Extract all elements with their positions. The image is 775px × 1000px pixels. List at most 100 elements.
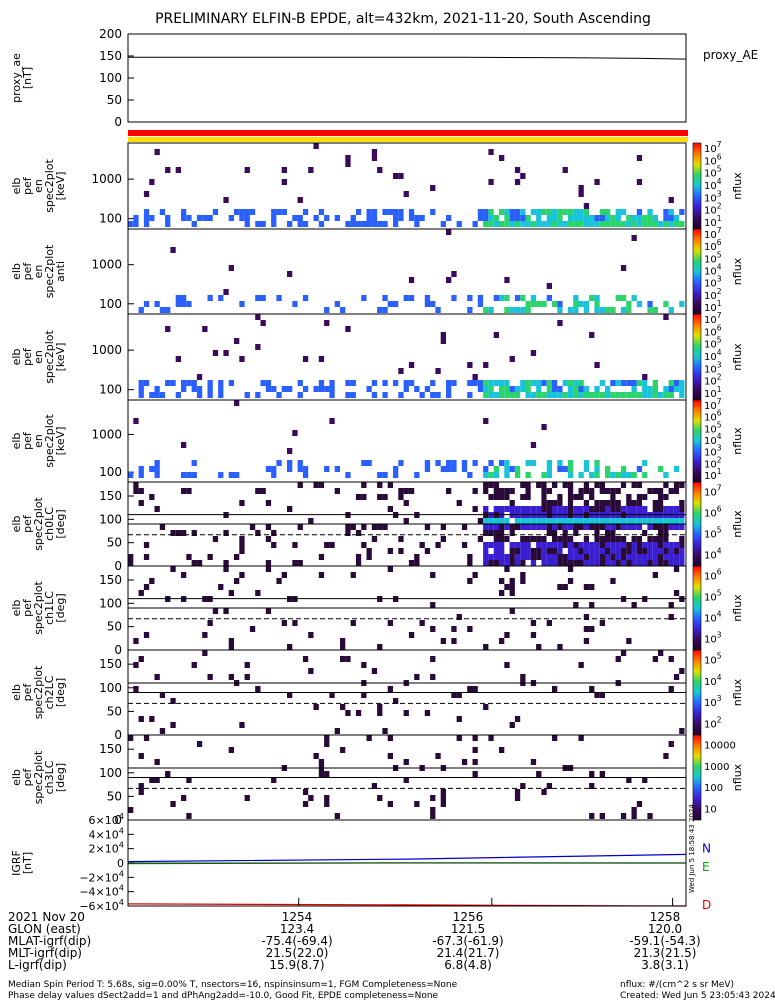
heatmap-cell	[186, 488, 192, 494]
heatmap-cell	[620, 221, 627, 227]
heatmap-cell	[546, 209, 552, 215]
heatmap-cell	[260, 221, 266, 227]
heatmap-cell	[483, 644, 489, 650]
heatmap-cell	[446, 392, 452, 398]
heatmap-cell	[499, 548, 505, 554]
y-tick-label: −2×104	[79, 868, 124, 884]
heatmap-cell	[138, 590, 144, 596]
heatmap-cell	[567, 518, 574, 524]
heatmap-cell	[371, 392, 378, 398]
heatmap-cell	[647, 386, 653, 392]
heatmap-cell	[355, 710, 362, 716]
heatmap-cell	[605, 482, 611, 488]
heatmap-cell	[647, 500, 653, 506]
heatmap-cell	[620, 536, 627, 542]
heatmap-cell	[631, 215, 637, 221]
y-tick-label: 150	[99, 573, 122, 587]
heatmap-cell	[414, 215, 420, 221]
heatmap-cell	[456, 221, 462, 227]
heatmap-cell	[302, 789, 309, 795]
heatmap-cell	[467, 392, 473, 398]
heatmap-cell	[456, 614, 462, 620]
heatmap-cell	[631, 536, 637, 542]
heatmap-cell	[652, 392, 658, 398]
heatmap-cell	[652, 506, 658, 512]
heatmap-cell	[647, 813, 653, 819]
heatmap-cell	[324, 307, 330, 313]
heatmap-cell	[578, 392, 584, 398]
orbit-row-value: 1254	[282, 910, 313, 924]
heatmap-cell	[668, 560, 674, 566]
heatmap-cell	[430, 795, 436, 801]
heatmap-cell	[334, 813, 340, 819]
footer-right-2: Created: Wed Jun 5 23:05:43 2024	[620, 991, 775, 1000]
heatmap-cell	[620, 548, 627, 554]
heatmap-cell	[488, 149, 494, 155]
heatmap-cell	[605, 554, 611, 560]
heatmap-cell	[567, 536, 574, 542]
orbit-row-value: 6.8(4.8)	[444, 958, 492, 972]
heatmap-cell	[631, 542, 637, 548]
heatmap-cell	[276, 578, 282, 584]
heatmap-cell	[546, 386, 552, 392]
heatmap-cell	[647, 560, 653, 566]
heatmap-cell	[589, 488, 595, 494]
heatmap-cell	[499, 488, 505, 494]
heatmap-cell	[371, 221, 378, 227]
heatmap-cell	[599, 307, 605, 313]
heatmap-cell	[324, 466, 330, 472]
heatmap-cell	[355, 209, 362, 215]
heatmap-cell	[663, 386, 669, 392]
heatmap-cell	[430, 209, 436, 215]
y-tick-label: 150	[99, 489, 122, 503]
heatmap-cell	[626, 530, 632, 536]
colorbar-tick-label: 1000	[704, 762, 729, 773]
heatmap-cell	[658, 536, 664, 542]
heatmap-cell	[414, 386, 420, 392]
heatmap-cell	[488, 215, 494, 221]
heatmap-cell	[440, 536, 446, 542]
heatmap-cell	[562, 482, 568, 488]
heatmap-cell	[499, 500, 505, 506]
heatmap-cell	[673, 560, 680, 566]
heatmap-cell	[398, 215, 404, 221]
heatmap-cell	[562, 542, 568, 548]
heatmap-cell	[493, 536, 499, 542]
heatmap-cell	[249, 626, 256, 632]
heatmap-cell	[615, 215, 621, 221]
heatmap-cell	[599, 221, 605, 227]
heatmap-cell	[620, 530, 627, 536]
heatmap-cell	[377, 704, 383, 710]
heatmap-cell	[138, 500, 144, 506]
heatmap-cell	[552, 494, 558, 500]
heatmap-cell	[499, 295, 505, 301]
y-tick-label: 0	[117, 857, 124, 870]
heatmap-cell	[562, 494, 568, 500]
heatmap-cell	[642, 380, 648, 386]
heatmap-cell	[377, 795, 383, 801]
heatmap-cell	[567, 554, 574, 560]
heatmap-cell	[668, 500, 674, 506]
heatmap-cell	[382, 392, 388, 398]
heatmap-cell	[626, 777, 632, 783]
legend-proxy-ae: proxy_AE	[703, 48, 758, 62]
heatmap-cell	[530, 759, 537, 765]
heatmap-cell	[520, 209, 526, 215]
heatmap-cell	[620, 542, 627, 548]
y-axis-label: anti	[54, 261, 67, 282]
heatmap-cell	[647, 542, 653, 548]
heatmap-cell	[403, 488, 409, 494]
heatmap-cell	[562, 524, 568, 530]
heatmap-cell	[223, 350, 229, 356]
heatmap-cell	[483, 542, 489, 548]
heatmap-cell	[578, 472, 584, 478]
y-axis-label: ch2LC	[43, 675, 56, 709]
heatmap-cell	[594, 494, 600, 500]
heatmap-cell	[546, 620, 552, 626]
heatmap-cell	[589, 686, 595, 692]
heatmap-cell	[218, 584, 224, 590]
heatmap-cell	[361, 295, 367, 301]
heatmap-cell	[265, 500, 272, 506]
heatmap-cell	[557, 524, 563, 530]
